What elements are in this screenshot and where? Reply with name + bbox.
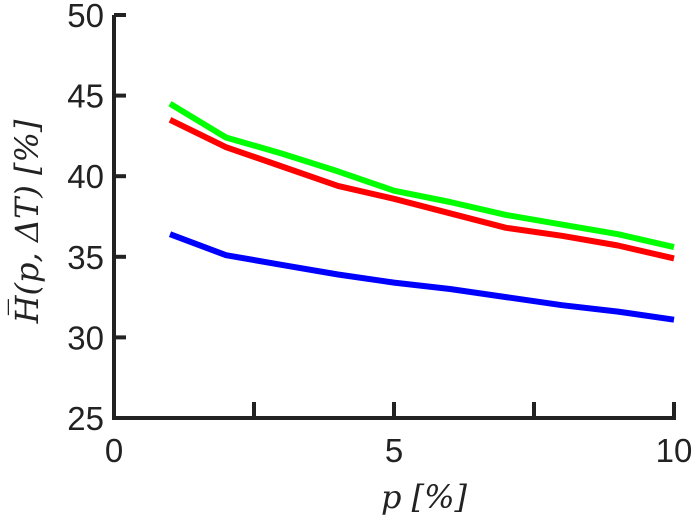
y-tick-label: 45	[67, 78, 104, 115]
axes-layer	[112, 15, 676, 420]
series-line-0	[168, 101, 675, 251]
x-tick-label: 10	[656, 432, 693, 469]
series-line-1	[168, 117, 675, 262]
x-tick-label: 5	[385, 432, 403, 469]
x-tick-label: 0	[105, 432, 123, 469]
x-axis-label: p [%]	[381, 478, 468, 516]
ticks-layer: 25 30 35 40 45 50 0 5 10	[67, 0, 692, 469]
y-tick-label: 50	[67, 0, 104, 34]
y-tick-label: 30	[67, 319, 104, 356]
y-tick-label: 40	[67, 158, 104, 195]
y-tick-label: 25	[67, 400, 104, 437]
y-tick-label: 35	[67, 239, 104, 276]
labels-layer: p [%] H̅(p, ΔT) [%]	[7, 119, 467, 516]
y-axis-label: H̅(p, ΔT) [%]	[7, 119, 46, 324]
series-line-2	[168, 231, 675, 323]
series-layer	[168, 101, 675, 323]
